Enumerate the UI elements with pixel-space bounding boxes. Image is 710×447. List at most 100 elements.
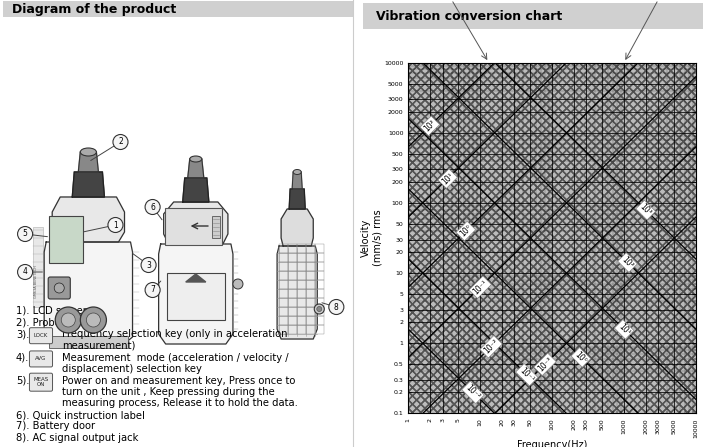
- Polygon shape: [289, 189, 305, 209]
- Text: 10⁻²: 10⁻²: [464, 383, 482, 401]
- Bar: [364, 3, 703, 29]
- Ellipse shape: [293, 169, 301, 174]
- Circle shape: [18, 227, 33, 241]
- Bar: [297, 280, 306, 289]
- Circle shape: [113, 135, 128, 149]
- Circle shape: [141, 257, 156, 273]
- Bar: [279, 307, 288, 316]
- Text: 6: 6: [151, 202, 155, 211]
- Bar: [279, 271, 288, 280]
- Text: 5: 5: [23, 229, 28, 239]
- Circle shape: [61, 313, 75, 327]
- Polygon shape: [292, 172, 302, 189]
- Bar: [306, 298, 315, 307]
- Bar: [306, 244, 315, 253]
- Circle shape: [145, 283, 160, 298]
- Bar: [288, 253, 297, 262]
- Bar: [315, 325, 324, 334]
- Text: 8). AC signal output jack: 8). AC signal output jack: [16, 433, 138, 443]
- FancyBboxPatch shape: [49, 216, 83, 263]
- Circle shape: [145, 199, 160, 215]
- Text: 6). Quick instruction label: 6). Quick instruction label: [16, 410, 145, 420]
- Polygon shape: [182, 178, 209, 202]
- Text: 2: 2: [118, 138, 123, 147]
- Circle shape: [108, 218, 123, 232]
- Text: turn on the unit , Keep pressing during the: turn on the unit , Keep pressing during …: [62, 387, 275, 397]
- FancyBboxPatch shape: [29, 373, 53, 391]
- Circle shape: [233, 279, 243, 289]
- Polygon shape: [78, 152, 99, 172]
- FancyBboxPatch shape: [49, 336, 128, 348]
- Bar: [297, 271, 306, 280]
- Polygon shape: [277, 246, 317, 339]
- Polygon shape: [187, 159, 204, 178]
- Bar: [315, 289, 324, 298]
- Bar: [315, 271, 324, 280]
- Bar: [306, 325, 315, 334]
- Text: 8: 8: [334, 303, 339, 312]
- Text: 7: 7: [151, 286, 155, 295]
- Bar: [3, 1, 354, 17]
- Text: displacement) selection key: displacement) selection key: [62, 364, 202, 374]
- Text: LOCK: LOCK: [34, 333, 48, 338]
- Bar: [33, 227, 43, 307]
- Bar: [315, 253, 324, 262]
- Text: 3).: 3).: [16, 329, 29, 339]
- FancyBboxPatch shape: [48, 277, 70, 299]
- Polygon shape: [158, 244, 233, 344]
- Text: Measurement  mode (acceleration / velocity /: Measurement mode (acceleration / velocit…: [62, 353, 289, 363]
- Bar: [315, 298, 324, 307]
- Text: Frequency selection key (only in acceleration: Frequency selection key (only in acceler…: [62, 329, 288, 339]
- FancyBboxPatch shape: [167, 273, 225, 320]
- FancyBboxPatch shape: [165, 208, 222, 245]
- Bar: [279, 289, 288, 298]
- FancyBboxPatch shape: [29, 328, 53, 344]
- Bar: [288, 325, 297, 334]
- Bar: [212, 216, 220, 238]
- Bar: [279, 262, 288, 271]
- Text: 10⁻³: 10⁻³: [536, 355, 554, 373]
- Text: 4).: 4).: [16, 353, 29, 363]
- Circle shape: [315, 304, 324, 314]
- Text: 10²: 10²: [422, 118, 437, 134]
- Bar: [306, 307, 315, 316]
- Ellipse shape: [80, 148, 97, 156]
- Bar: [279, 244, 288, 253]
- Bar: [279, 280, 288, 289]
- Text: 10⁻¹: 10⁻¹: [471, 278, 489, 296]
- Bar: [315, 316, 324, 325]
- Bar: [306, 280, 315, 289]
- Text: AVG: AVG: [36, 356, 47, 362]
- Bar: [315, 307, 324, 316]
- Bar: [297, 244, 306, 253]
- X-axis label: Frequency(Hz): Frequency(Hz): [517, 440, 587, 447]
- Bar: [297, 289, 306, 298]
- Circle shape: [329, 299, 344, 315]
- Polygon shape: [53, 197, 124, 242]
- Bar: [288, 316, 297, 325]
- Bar: [297, 316, 306, 325]
- Bar: [279, 325, 288, 334]
- Text: 10⁻²: 10⁻²: [482, 337, 501, 356]
- Text: MEAS
ON: MEAS ON: [33, 377, 48, 387]
- Polygon shape: [163, 202, 228, 244]
- Text: 10¹: 10¹: [616, 322, 632, 337]
- Ellipse shape: [190, 156, 202, 162]
- Text: 5).: 5).: [16, 376, 30, 386]
- Bar: [315, 262, 324, 271]
- Circle shape: [87, 313, 100, 327]
- Circle shape: [317, 307, 322, 312]
- Text: 10⁰: 10⁰: [458, 224, 474, 239]
- Ellipse shape: [54, 283, 65, 293]
- Text: Vibration conversion chart: Vibration conversion chart: [376, 9, 562, 23]
- Bar: [279, 316, 288, 325]
- Text: measurement): measurement): [62, 341, 136, 350]
- Bar: [306, 289, 315, 298]
- Bar: [288, 289, 297, 298]
- Circle shape: [55, 307, 82, 333]
- Bar: [288, 298, 297, 307]
- Text: 1: 1: [113, 220, 118, 229]
- Text: 4: 4: [23, 267, 28, 277]
- Y-axis label: Velocity
(mm/s) rms: Velocity (mm/s) rms: [361, 210, 383, 266]
- Text: GM63A BENETECH: GM63A BENETECH: [34, 266, 38, 299]
